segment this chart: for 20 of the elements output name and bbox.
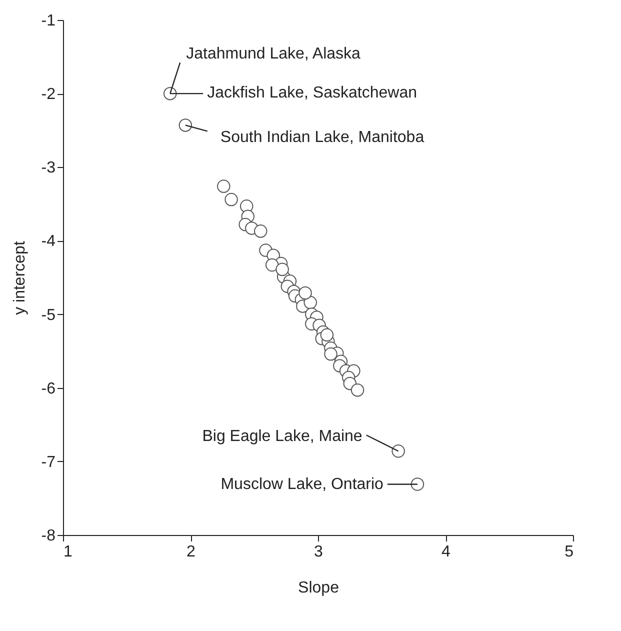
annotation: Jackfish Lake, Saskatchewan	[207, 84, 417, 102]
annotation: South Indian Lake, Manitoba	[220, 129, 424, 146]
y-tick-label: -5	[41, 306, 56, 324]
y-tick-label: -4	[41, 233, 56, 250]
y-tick-label: -6	[41, 380, 56, 398]
annotation: Big Eagle Lake, Maine	[202, 428, 362, 446]
x-axis-title: Slope	[298, 580, 340, 596]
y-tick-label: -8	[41, 528, 56, 544]
x-tick-label: 3	[314, 544, 324, 560]
x-tick-label: 1	[64, 544, 72, 560]
x-tick-label: 4	[442, 544, 451, 560]
x-tick-label: 2	[186, 544, 196, 560]
annotation: Jatahmund Lake, Alaska	[186, 46, 361, 63]
y-axis-title: y intercept	[11, 240, 28, 315]
y-tick-label: -7	[41, 454, 56, 471]
y-tick-label: -3	[41, 160, 56, 177]
y-tick-label: -1	[41, 12, 56, 30]
x-tick-label: 5	[564, 544, 574, 560]
y-tick-label: -2	[41, 86, 56, 104]
annotation: Musclow Lake, Ontario	[220, 476, 384, 494]
